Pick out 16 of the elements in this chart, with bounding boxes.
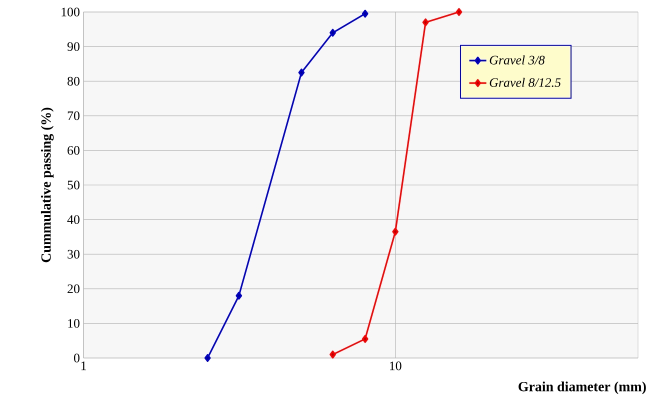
y-tick-label: 40 bbox=[67, 215, 80, 224]
legend-label: Gravel 3/8 bbox=[490, 55, 545, 64]
y-axis-title: Cummulative passing (%) bbox=[40, 108, 54, 262]
y-tick-label: 70 bbox=[68, 111, 80, 120]
y-tick-label: 30 bbox=[68, 250, 80, 259]
y-tick-label: 80 bbox=[68, 76, 80, 86]
y-tick-label: 0 bbox=[74, 354, 80, 362]
y-tick-label: 100 bbox=[62, 8, 80, 16]
x-tick-label: 1 bbox=[81, 362, 86, 370]
y-tick-label: 20 bbox=[68, 284, 80, 294]
y-tick-label: 10 bbox=[68, 319, 80, 328]
y-tick-label: 50 bbox=[68, 180, 80, 190]
x-axis-title: Grain diameter (mm) bbox=[518, 382, 646, 394]
y-tick-label: 60 bbox=[68, 146, 80, 155]
y-tick-label: 90 bbox=[67, 42, 80, 51]
legend-label: Gravel 8/12.5 bbox=[490, 78, 561, 87]
